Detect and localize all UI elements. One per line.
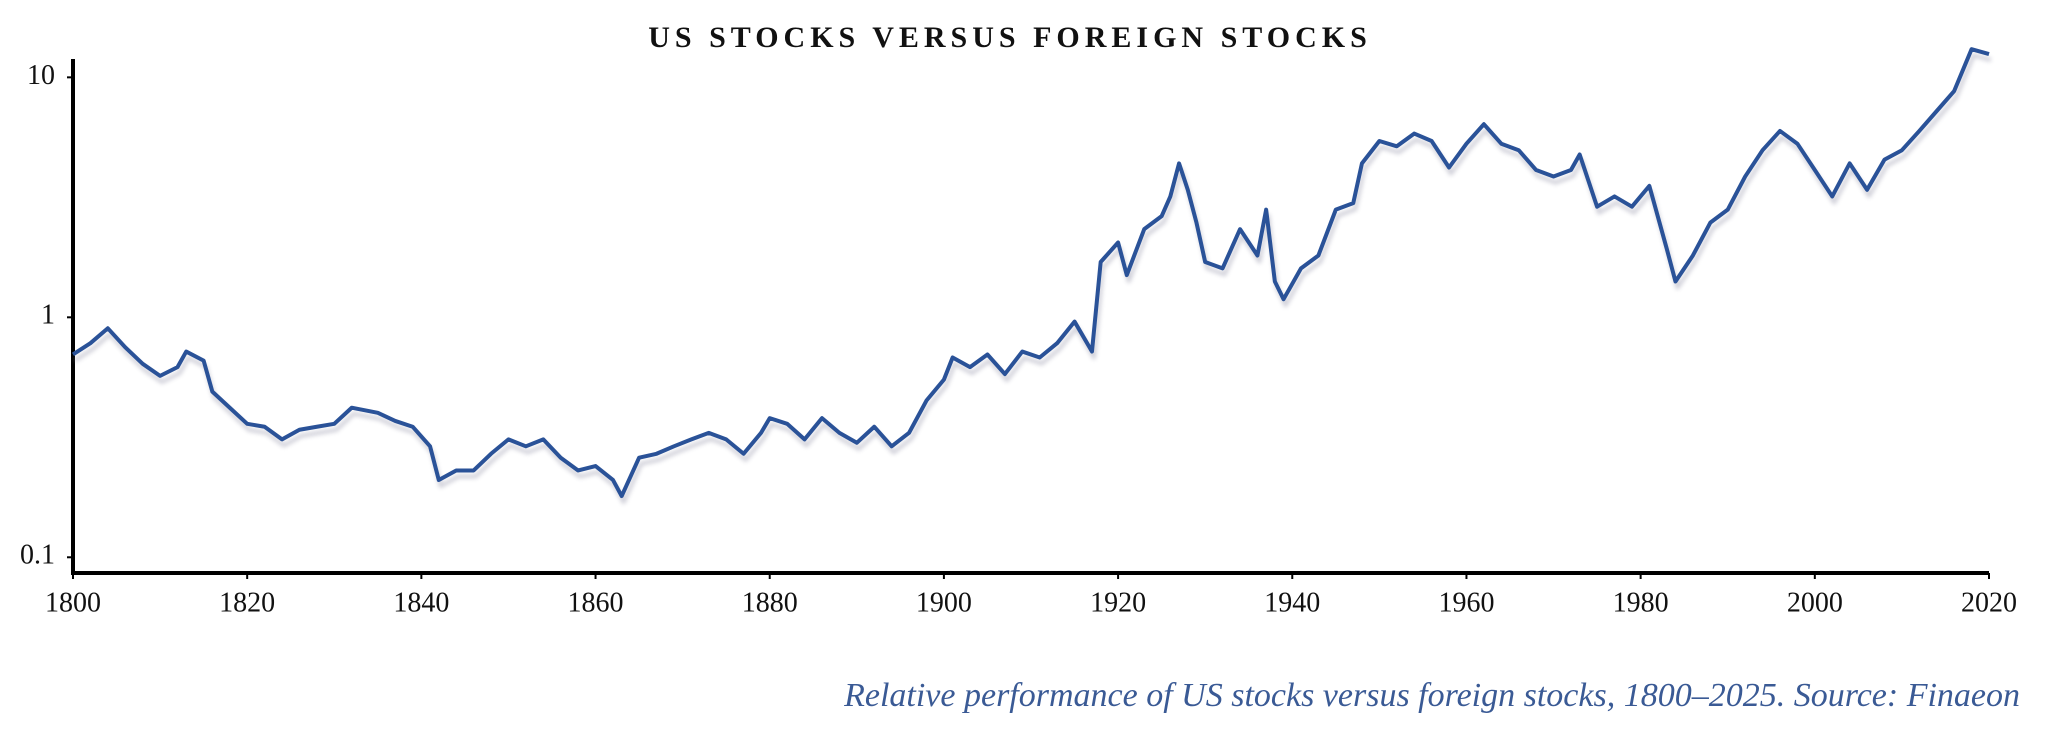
x-tick-label: 1960 (1438, 587, 1494, 618)
x-tick-label: 1940 (1264, 587, 1320, 618)
caption: Relative performance of US stocks versus… (843, 677, 2020, 714)
y-tick-label: 1 (41, 300, 55, 331)
y-tick-label: 0.1 (20, 540, 55, 571)
x-tick-label: 2000 (1787, 587, 1843, 618)
x-tick-label: 2020 (1961, 587, 2017, 618)
series-line (71, 47, 1990, 499)
y-tick-label: 10 (27, 60, 55, 91)
x-tick-label: 1820 (219, 587, 275, 618)
chart-title: US STOCKS VERSUS FOREIGN STOCKS (648, 21, 1372, 54)
x-tick-label: 1800 (45, 587, 101, 618)
x-tick-label: 1860 (568, 587, 624, 618)
x-tick-label: 1840 (393, 587, 449, 618)
x-tick-label: 1980 (1613, 587, 1669, 618)
x-tick-label: 1880 (742, 587, 798, 618)
x-tick-label: 1920 (1090, 587, 1146, 618)
x-tick-label: 1900 (916, 587, 972, 618)
